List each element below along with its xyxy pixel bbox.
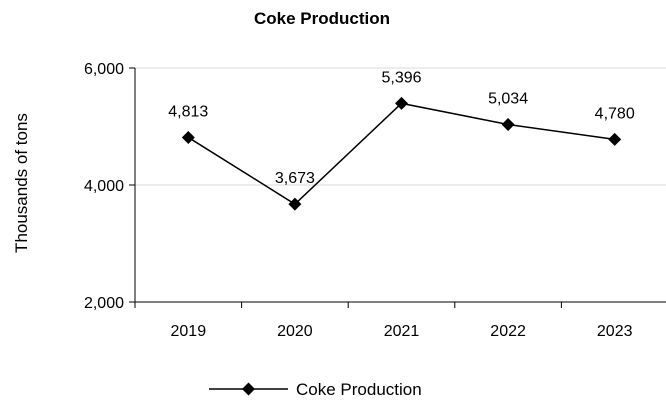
data-label: 4,780 xyxy=(595,105,635,122)
legend: Coke Production xyxy=(209,380,422,399)
gridlines xyxy=(135,67,666,186)
series-line xyxy=(187,102,615,206)
x-tick-labels: 2019 2020 2021 2022 2023 xyxy=(171,323,633,340)
x-tick-label: 2023 xyxy=(597,323,633,340)
y-axis-label: Thousands of tons xyxy=(12,113,31,253)
data-label: 4,813 xyxy=(168,103,208,120)
y-tick-labels: 2,000 4,000 6,000 xyxy=(84,61,124,312)
data-labels: 4,813 3,673 5,396 5,034 4,780 xyxy=(168,69,635,187)
y-tick-label: 2,000 xyxy=(84,295,124,312)
y-tick-label: 6,000 xyxy=(84,61,124,78)
data-point-diamond xyxy=(181,130,195,144)
legend-diamond-marker xyxy=(242,382,255,396)
data-label: 3,673 xyxy=(275,170,315,187)
data-point-diamond xyxy=(608,132,622,146)
data-label: 5,034 xyxy=(488,91,528,108)
x-tick-label: 2021 xyxy=(384,323,420,340)
chart-title: Coke Production xyxy=(254,9,390,28)
data-point-diamond xyxy=(395,96,408,110)
x-tick-label: 2022 xyxy=(490,323,526,340)
y-tick-label: 4,000 xyxy=(84,178,124,195)
data-label: 5,396 xyxy=(381,69,421,86)
series-coke-production xyxy=(181,96,622,211)
x-tick-label: 2019 xyxy=(171,323,207,340)
data-point-diamond xyxy=(501,118,515,132)
axes xyxy=(129,67,666,308)
x-tick-label: 2020 xyxy=(277,323,313,340)
legend-label: Coke Production xyxy=(296,380,422,399)
data-point-diamond xyxy=(288,197,302,211)
